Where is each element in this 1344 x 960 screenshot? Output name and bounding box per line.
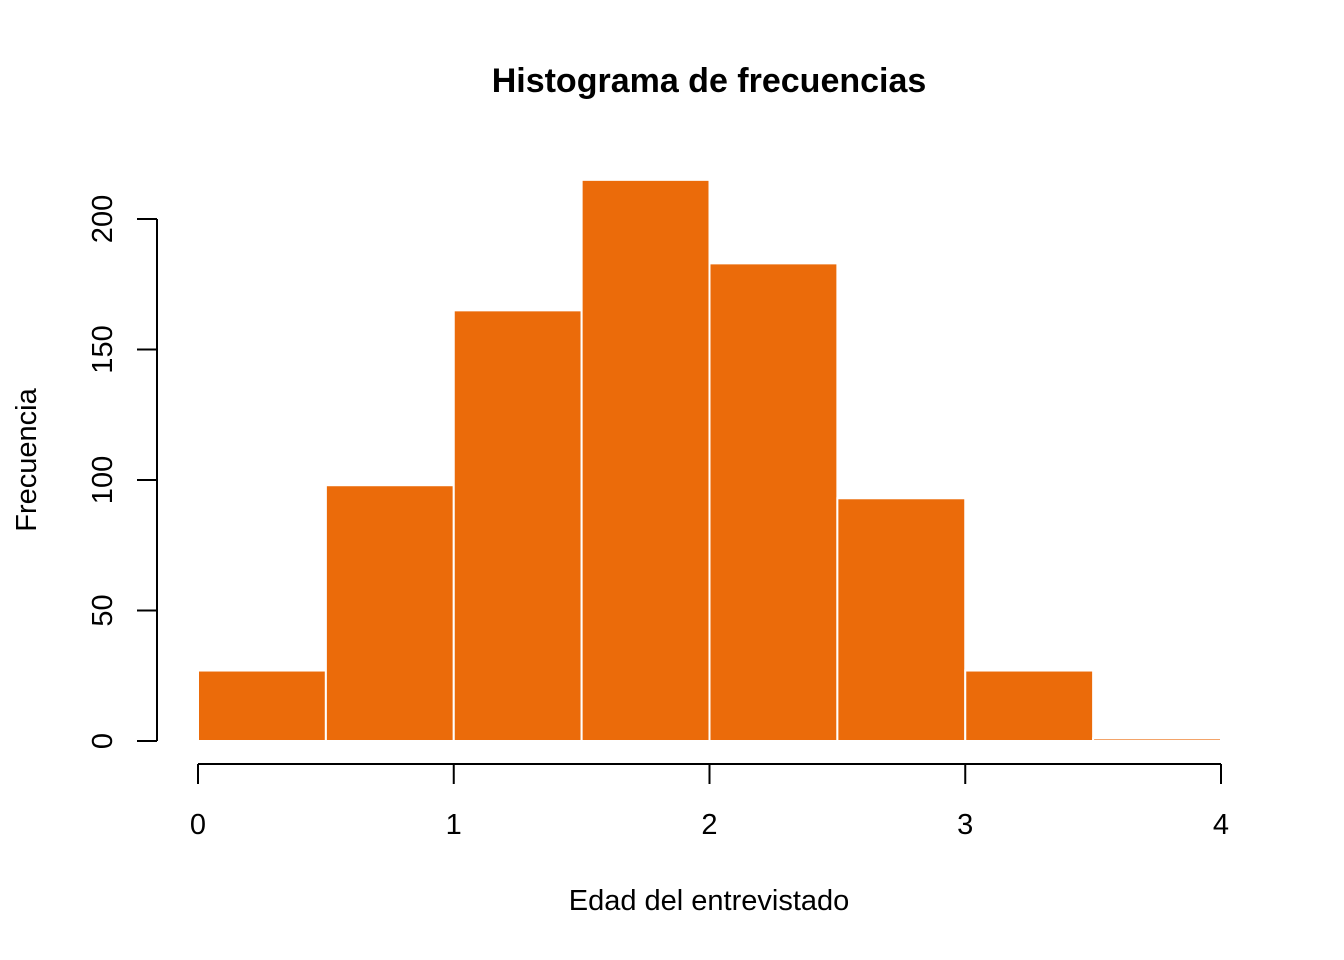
- bars-group: [197, 178, 1222, 743]
- y-axis-label: Frecuencia: [11, 387, 43, 531]
- x-tick-label-2: 2: [701, 809, 717, 841]
- x-tick-label-4: 4: [1213, 809, 1229, 841]
- x-axis-label: Edad del entrevistado: [569, 885, 850, 917]
- x-tick-label-1: 1: [446, 809, 462, 841]
- y-tick-label-3: 150: [87, 325, 119, 373]
- y-axis: 0 50 100 150 200: [87, 195, 158, 749]
- histogram-bar-3: [580, 178, 711, 743]
- histogram-bar-6: [964, 669, 1095, 743]
- histogram-bar-7: [1092, 737, 1222, 743]
- histogram-bar-2: [452, 309, 583, 742]
- chart-title: Histograma de frecuencias: [492, 62, 927, 100]
- histogram-bar-1: [324, 484, 455, 742]
- x-tick-label-3: 3: [957, 809, 973, 841]
- y-tick-label-1: 50: [87, 594, 119, 626]
- y-tick-label-4: 200: [87, 195, 119, 243]
- histogram-bar-5: [836, 497, 967, 742]
- x-tick-label-0: 0: [190, 809, 206, 841]
- x-axis: 0 1 2 3 4: [190, 763, 1229, 841]
- histogram-bar-4: [708, 262, 839, 742]
- y-tick-label-0: 0: [87, 733, 119, 749]
- y-tick-label-2: 100: [87, 456, 119, 504]
- histogram-bar-0: [197, 669, 327, 743]
